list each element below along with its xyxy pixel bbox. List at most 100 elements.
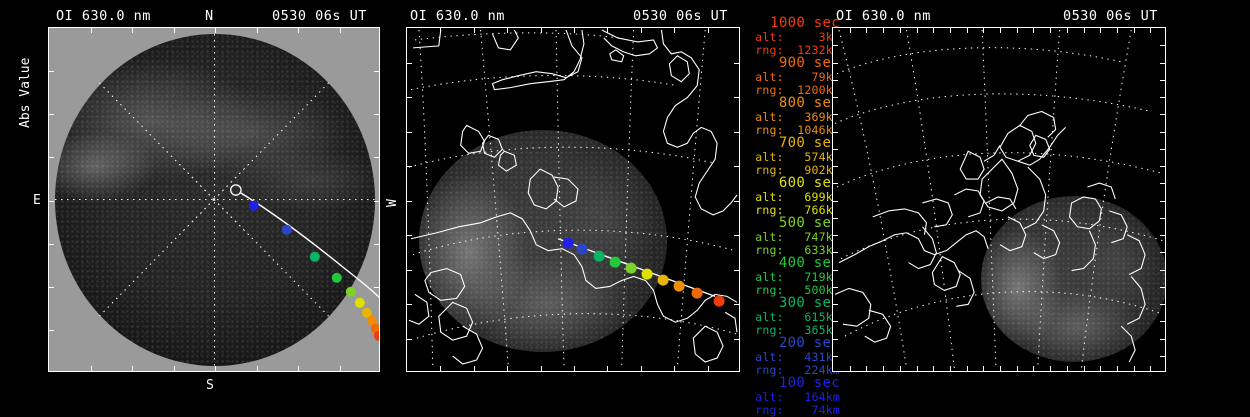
legend-entry-alt: alt:719 km [744,271,840,284]
axis-tick [607,28,608,33]
axis-tick [883,28,884,33]
allsky-title-north: N [205,8,214,24]
legend-alt-key: alt: [755,310,784,324]
map-near-projected-image [419,130,667,352]
axis-tick [1017,28,1018,33]
mapnear-title-wavelength: OI 630.0 nm [410,8,505,24]
axis-tick [1017,366,1018,371]
axis-tick [734,270,739,271]
axis-tick [298,366,299,371]
axis-tick [1160,356,1165,357]
axis-tick [49,244,54,245]
axis-tick [1160,270,1165,271]
trajectory-dot [593,250,605,262]
trajectory-dot [309,251,321,263]
allsky-trajectory [230,184,379,299]
legend-rng-value: 1046 [797,122,826,137]
legend-rng-value: 1200 [797,82,826,97]
axis-tick [440,366,441,371]
allsky-title-wavelength: OI 630.0 nm [56,8,151,24]
legend-rng-key: rng: [755,282,784,297]
axis-tick [674,28,675,33]
legend-rng-value: 74 [811,402,826,417]
axis-tick [374,244,379,245]
axis-tick [215,28,216,33]
axis-tick [49,114,54,115]
legend-alt-key: alt: [755,350,784,364]
axis-tick [1160,114,1165,115]
axis-tick [967,28,968,33]
figure-canvas: OI 630.0 nm N 0530 06s UT Abs Value E W … [18,8,1166,416]
axis-tick [298,28,299,33]
axis-tick [91,28,92,33]
axis-tick [407,304,412,305]
axis-tick [1160,97,1165,98]
axis-tick [833,356,838,357]
axis-tick [833,132,838,133]
map-far-panel[interactable] [832,27,1166,372]
legend-rng-key: rng: [755,162,784,177]
legend-entry-alt: alt:3 km [744,31,840,44]
axis-tick [883,366,884,371]
trajectory-dot [657,274,669,286]
trajectory-dot [691,287,703,299]
axis-tick [257,28,258,33]
axis-tick [833,339,838,340]
axis-tick [1067,28,1068,33]
legend-entry-time: 600 sec [778,175,840,191]
axis-tick [1084,366,1085,371]
trajectory-dot [370,323,379,335]
axis-tick [1084,28,1085,33]
legend-rng-value: 500 [804,282,826,297]
axis-tick [900,28,901,33]
axis-tick [1160,45,1165,46]
legend-entry-time: 500 sec [778,215,840,231]
axis-tick [374,71,379,72]
axis-tick [833,149,838,150]
axis-tick [1160,235,1165,236]
legend-rng-value: 902 [804,162,826,177]
legend-alt-key: alt: [755,70,784,84]
legend-alt-key: alt: [755,30,784,44]
axis-tick [1160,339,1165,340]
axis-tick [340,28,341,33]
legend-rng-key: rng: [755,402,784,417]
axis-tick [1160,80,1165,81]
trajectory-dot [248,200,260,212]
axis-tick [1033,366,1034,371]
allsky-y-axis-label: Abs Value [18,57,33,128]
legend-alt-key: alt: [755,110,784,124]
axis-tick [374,114,379,115]
map-near-panel[interactable] [406,27,740,372]
allsky-panel[interactable] [48,27,380,372]
axis-tick [407,166,412,167]
trajectory-dot [576,243,588,255]
legend-alt-value: 79 [811,70,826,84]
legend-rng-value: 224 [804,362,826,377]
axis-tick [215,366,216,371]
axis-tick [407,63,412,64]
legend-rng-key: rng: [755,202,784,217]
axis-tick [833,166,838,167]
axis-tick [866,366,867,371]
axis-tick [917,366,918,371]
axis-tick [574,366,575,371]
legend-entry-time: 700 sec [778,135,840,151]
mapnear-title-time: 0530 06s UT [633,8,728,24]
axis-tick [1050,366,1051,371]
axis-tick [734,63,739,64]
legend-entry: 100 sec alt: 164 km rng: 74 km [744,376,840,416]
axis-tick [1100,366,1101,371]
axis-tick [933,366,934,371]
axis-tick [49,330,54,331]
axis-tick [1160,63,1165,64]
axis-tick [833,252,838,253]
legend-entry-time: 1000 sec [770,15,840,31]
axis-tick [132,366,133,371]
axis-tick [641,28,642,33]
legend-rng-value: 365 [804,322,826,337]
axis-tick [132,28,133,33]
